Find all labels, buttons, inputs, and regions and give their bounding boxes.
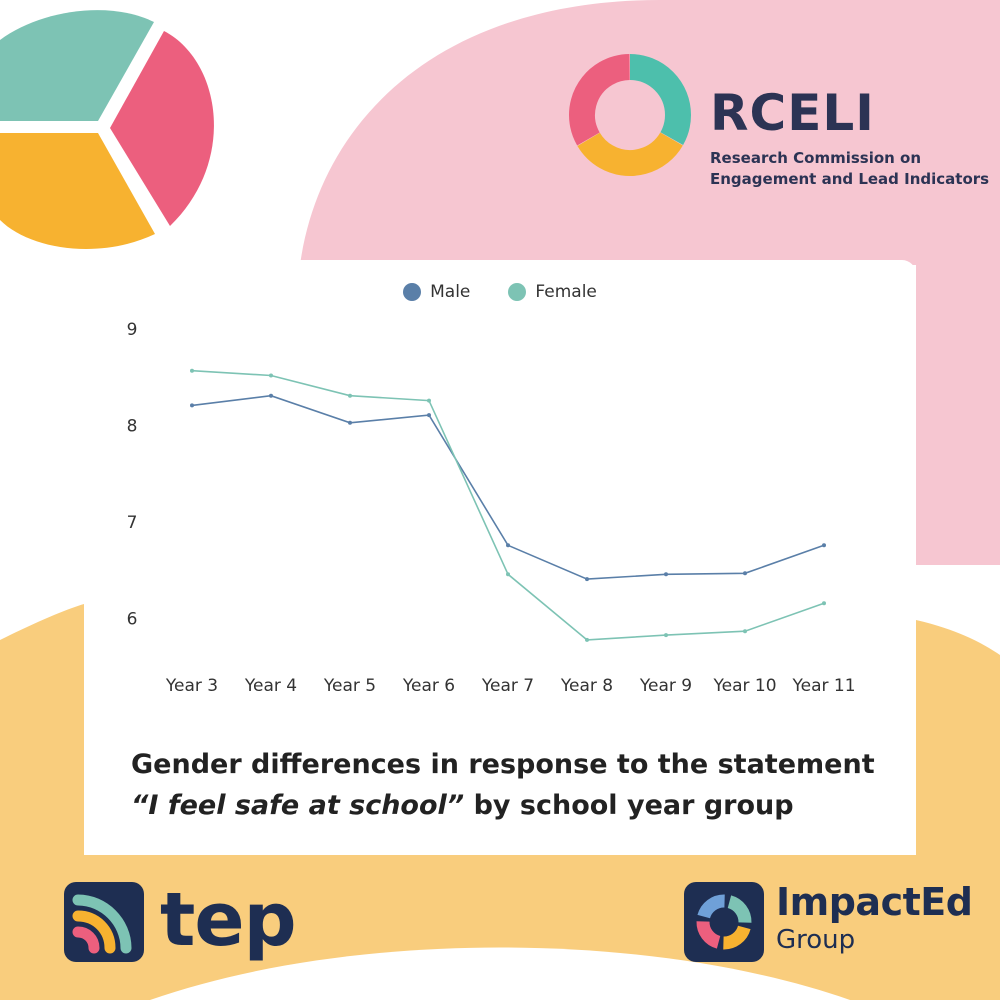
impacted-group: Group [776,925,856,955]
x-tick-label: Year 3 [165,676,218,696]
tep-logo-text: tep [160,877,297,963]
data-point-male [585,577,589,582]
pink-background-shape [300,0,1000,565]
rceli-title: RCELI [710,84,875,142]
data-point-male [664,572,668,577]
data-point-female [743,629,747,634]
x-tick-label: Year 6 [402,676,455,696]
data-point-female [585,637,589,642]
x-axis-ticks: Year 3 Year 4 Year 5 Year 6 Year 7 Year 8 Year… [165,676,856,696]
tep-signal-icon [64,882,144,962]
caption-quote: “I feel safe at school” [131,790,465,821]
data-point-female [822,601,826,606]
data-point-female [190,368,194,373]
data-point-male [743,571,747,576]
rceli-logo: RCELI Research Commission on Engagement … [710,84,989,190]
chart-caption: Gender differences in response to the st… [131,744,875,826]
x-tick-label: Year 9 [639,676,692,696]
pie-slice-teal [0,10,154,122]
data-point-male [506,543,510,548]
decorative-pie-icon [0,10,214,249]
legend-item-female: Female [508,282,597,302]
impacted-ring-icon [684,882,764,962]
x-tick-label: Year 10 [712,676,776,696]
legend-label-male: Male [430,282,471,302]
legend-label-female: Female [535,282,597,302]
y-tick-label: 9 [127,320,138,340]
data-point-male [427,413,431,418]
data-point-female [506,572,510,577]
impacted-title: ImpactEd [776,880,973,924]
yellow-right-shape [916,620,1000,860]
x-tick-label: Year 4 [244,676,297,696]
rceli-subtitle-line2: Engagement and Lead Indicators [710,170,990,188]
pie-slice-pink [110,31,214,226]
y-tick-label: 8 [127,417,138,437]
data-point-female [664,633,668,638]
rceli-subtitle-line1: Research Commission on [710,149,922,167]
pie-slice-yellow [0,133,155,249]
legend-dot-male-icon [403,283,422,301]
data-point-female [348,393,352,398]
series-line-male [191,394,825,580]
legend-item-male: Male [403,282,470,302]
white-bottom-curve [150,947,850,1000]
data-point-male [348,420,352,425]
y-tick-label: 7 [127,513,138,533]
chart-legend: Male Female [84,282,916,302]
data-point-male [190,403,194,408]
data-point-female [269,373,273,378]
y-axis-ticks: 6 7 8 9 [127,320,138,630]
y-tick-label: 6 [127,610,138,630]
x-tick-label: Year 8 [560,676,613,696]
caption-line1: Gender differences in response to the st… [131,749,875,780]
caption-rest: by school year group [464,790,794,821]
x-tick-label: Year 7 [481,676,534,696]
x-tick-label: Year 11 [791,676,855,696]
x-tick-label: Year 5 [323,676,376,696]
series-lines [190,368,826,642]
rceli-subtitle: Research Commission on Engagement and Le… [710,148,989,190]
legend-dot-female-icon [508,283,527,301]
data-point-female [427,398,431,403]
impacted-logo-text: ImpactEd Group [776,880,973,956]
data-point-male [269,393,273,398]
series-line-female [191,369,825,641]
caption-line2: “I feel safe at school” by school year g… [131,785,875,826]
data-point-male [822,543,826,548]
